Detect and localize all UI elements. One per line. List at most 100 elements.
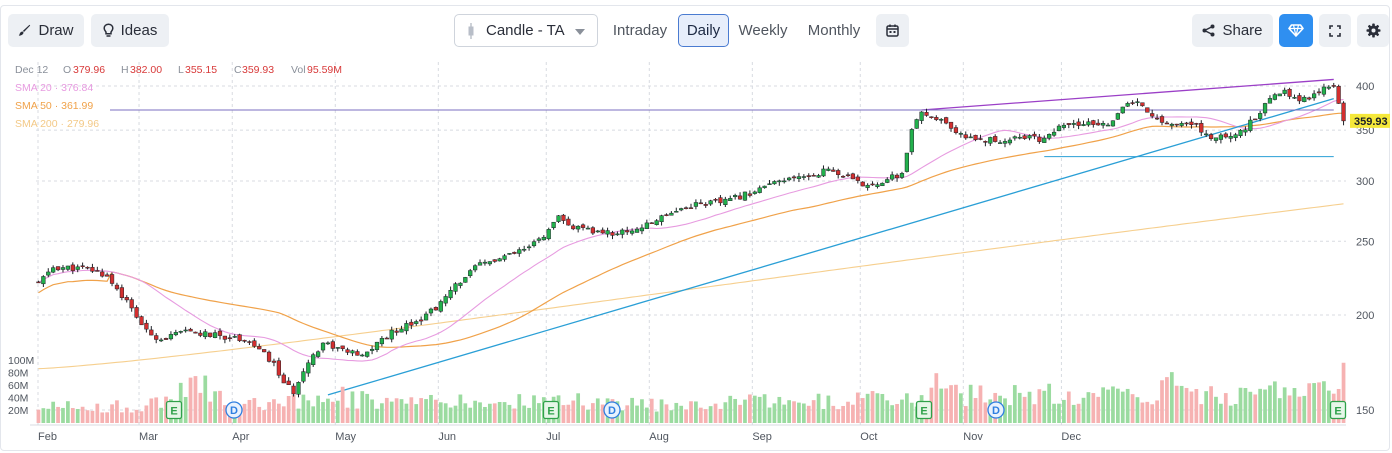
volume-bar — [787, 400, 791, 423]
candle-body — [1061, 124, 1066, 128]
period-monthly[interactable]: Monthly — [799, 14, 869, 47]
volume-bar — [1209, 386, 1213, 423]
volume-bar — [463, 403, 468, 423]
period-intraday[interactable]: Intraday — [605, 14, 675, 47]
candle-body — [212, 332, 218, 338]
candle-body — [1184, 122, 1189, 125]
ideas-button[interactable]: Ideas — [91, 14, 169, 47]
chart-type-select[interactable]: Candle - TA — [454, 14, 598, 47]
candle-body — [630, 230, 635, 234]
volume-bar — [438, 402, 443, 423]
candle-body — [914, 119, 919, 129]
candle-body — [801, 176, 806, 178]
draw-button[interactable]: Draw — [8, 14, 84, 47]
candle-body — [1071, 123, 1076, 125]
candle-body — [1336, 86, 1341, 104]
candle-body — [1253, 118, 1258, 121]
candle-body — [55, 266, 61, 271]
sma200-line — [38, 203, 1344, 370]
volume-bar — [1120, 391, 1125, 423]
candle-body — [183, 329, 188, 332]
candle-body — [762, 185, 767, 189]
volume-bar — [674, 402, 679, 423]
candle-body — [522, 248, 527, 251]
candle-body — [693, 202, 699, 207]
candle-body — [222, 335, 228, 340]
volume-bar — [801, 403, 806, 423]
volume-bar — [1008, 405, 1012, 423]
candle-body — [389, 329, 394, 340]
candle-body — [512, 251, 517, 254]
candle-body — [301, 371, 306, 382]
candle-body — [541, 236, 546, 241]
period-daily[interactable]: Daily — [678, 14, 729, 47]
candle-body — [723, 198, 728, 205]
legend-close-label: C — [234, 64, 242, 76]
volume-bar — [404, 403, 409, 423]
candle-body — [728, 198, 733, 202]
candle-body — [718, 197, 723, 204]
candle-body — [276, 360, 281, 376]
candle-body — [306, 362, 311, 374]
candle-body — [217, 330, 223, 336]
volume-bar — [443, 403, 448, 423]
candle-body — [733, 195, 738, 198]
candle-body — [1140, 102, 1145, 107]
candle-body — [149, 329, 154, 336]
fullscreen-button[interactable] — [1319, 14, 1351, 47]
volume-bar — [806, 405, 811, 423]
volume-bar — [846, 401, 850, 423]
volume-bar — [355, 408, 360, 423]
candle-body — [266, 351, 272, 362]
candle-body — [438, 301, 443, 312]
volume-bar — [698, 407, 703, 423]
candle-body — [983, 141, 988, 143]
candle-body — [1321, 86, 1327, 95]
candle-body — [595, 230, 600, 233]
volume-tick-label: 60M — [8, 380, 28, 392]
volume-bar — [1223, 393, 1228, 423]
volume-bar — [208, 401, 213, 423]
candle-body — [973, 134, 978, 141]
share-button[interactable]: Share — [1192, 14, 1273, 47]
settings-button[interactable] — [1357, 14, 1389, 47]
volume-bar — [797, 402, 801, 423]
volume-bar — [1233, 404, 1238, 423]
volume-tick-label: 100M — [8, 355, 34, 367]
candle-body — [242, 339, 247, 342]
candle-body — [477, 262, 483, 266]
volume-bar — [890, 405, 895, 423]
volume-bar — [748, 394, 752, 423]
calendar-button[interactable] — [876, 14, 909, 47]
candle-body — [796, 176, 802, 179]
candle-body — [939, 119, 944, 121]
candle-body — [320, 342, 326, 351]
candle-body — [1179, 123, 1184, 126]
x-tick-label: Apr — [232, 431, 249, 443]
candle-body — [865, 184, 870, 188]
volume-bar — [973, 397, 978, 423]
candle-body — [232, 336, 237, 338]
y-tick-label: 350 — [1356, 125, 1374, 137]
candle-body — [65, 265, 71, 270]
volume-bar — [1106, 389, 1110, 423]
candle-body — [1292, 97, 1297, 99]
period-weekly[interactable]: Weekly — [733, 14, 793, 47]
premium-button[interactable] — [1279, 14, 1313, 47]
candle-body — [1007, 139, 1013, 144]
volume-bar — [409, 397, 414, 423]
candle-body — [384, 337, 389, 340]
share-icon — [1202, 24, 1215, 37]
candle-body — [340, 345, 345, 349]
volume-bar — [257, 406, 262, 423]
candle-body — [590, 227, 595, 234]
dividend-marker-label: D — [230, 405, 238, 417]
candle-body — [433, 307, 438, 311]
candle-body — [1233, 134, 1238, 138]
candle-body — [1287, 88, 1292, 97]
last-price-label: 359.93 — [1354, 116, 1388, 128]
volume-bar — [66, 401, 70, 423]
volume-bar — [330, 401, 335, 423]
candle-body — [350, 350, 355, 354]
